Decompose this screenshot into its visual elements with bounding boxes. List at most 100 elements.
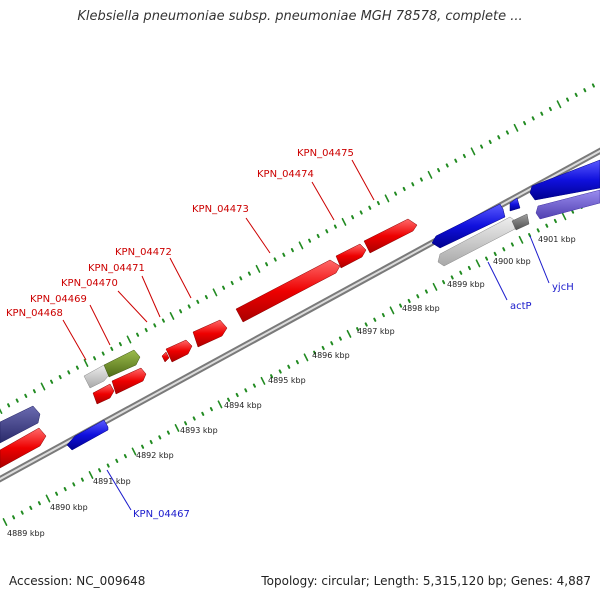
- minor-tick: [184, 421, 188, 426]
- gene-arrow-KPN_04468[interactable]: [92, 383, 115, 405]
- gene-label-KPN_04468[interactable]: KPN_04468: [6, 308, 63, 319]
- gene-label-KPN_04471[interactable]: KPN_04471: [88, 263, 145, 274]
- minor-tick: [313, 350, 317, 355]
- gene-arrow-blue-top[interactable]: [529, 159, 600, 201]
- minor-tick: [295, 360, 299, 365]
- gene-arrow-KPN_04470[interactable]: [103, 349, 141, 378]
- gene-label-KPN_04474[interactable]: KPN_04474: [257, 169, 314, 180]
- minor-tick: [201, 411, 205, 416]
- major-tick: [470, 147, 476, 156]
- major-tick: [255, 264, 261, 273]
- scale-label: 4896 kbp: [312, 351, 350, 360]
- minor-tick: [574, 92, 578, 97]
- major-tick: [561, 212, 567, 221]
- scale-label: 4890 kbp: [50, 503, 88, 512]
- minor-tick: [106, 463, 110, 468]
- gene-arrow-actP[interactable]: [431, 203, 506, 249]
- scale-label: 4898 kbp: [402, 304, 440, 313]
- minor-tick: [591, 83, 595, 88]
- major-tick: [260, 376, 266, 385]
- scale-label: 4892 kbp: [136, 451, 174, 460]
- gene-label-KPN_04473[interactable]: KPN_04473: [192, 204, 249, 215]
- minor-tick: [230, 280, 234, 286]
- minor-tick: [333, 224, 337, 229]
- gene-arrow-KPN_04471[interactable]: [161, 351, 170, 363]
- minor-tick: [502, 247, 506, 252]
- scale-label: 4901 kbp: [538, 235, 576, 244]
- minor-tick: [536, 228, 540, 233]
- minor-tick: [359, 210, 363, 215]
- connector-yjcH: [529, 235, 550, 284]
- minor-tick: [505, 130, 509, 135]
- scale-label: 4895 kbp: [268, 376, 306, 385]
- major-tick: [346, 329, 352, 338]
- minor-tick: [15, 398, 19, 403]
- gene-arrow-KPN_04469[interactable]: [111, 367, 147, 395]
- map-title: Klebsiella pneumoniae subsp. pneumoniae …: [77, 9, 523, 24]
- gene-labels: KPN_04468 KPN_04469 KPN_04470 KPN_04471 …: [6, 148, 574, 520]
- minor-tick: [187, 304, 191, 309]
- gene-label-KPN_04470[interactable]: KPN_04470: [61, 278, 118, 289]
- minor-tick: [179, 309, 183, 314]
- gene-label-KPN_04467[interactable]: KPN_04467: [133, 509, 190, 520]
- minor-tick: [376, 200, 380, 206]
- forward-strand-genes: [0, 218, 418, 469]
- minor-tick: [273, 257, 277, 262]
- minor-tick: [29, 505, 33, 510]
- minor-tick: [7, 403, 11, 408]
- gene-arrow-left-edge[interactable]: [0, 427, 47, 469]
- gene-arrow-KPN_04470-grey[interactable]: [83, 364, 110, 389]
- gene-label-KPN_04469[interactable]: KPN_04469: [30, 294, 87, 305]
- minor-tick: [402, 186, 406, 192]
- major-tick: [40, 382, 46, 391]
- major-tick: [0, 408, 3, 414]
- gene-label-KPN_04472[interactable]: KPN_04472: [115, 247, 172, 258]
- minor-tick: [485, 256, 489, 261]
- connector-KPN_04467: [106, 469, 132, 511]
- gene-label-actP[interactable]: actP: [510, 301, 532, 312]
- major-tick: [88, 471, 94, 479]
- minor-tick: [462, 153, 466, 159]
- minor-tick: [222, 285, 226, 290]
- gene-arrow-KPN_04473a[interactable]: [192, 319, 228, 348]
- gene-label-KPN_04475[interactable]: KPN_04475: [297, 148, 354, 159]
- gene-arrow-KPN_04472[interactable]: [165, 339, 193, 363]
- minor-tick: [287, 364, 291, 369]
- minor-tick: [583, 88, 587, 93]
- gene-arrow-KPN_04473[interactable]: [235, 259, 341, 323]
- gene-arrow-lavender[interactable]: [535, 189, 600, 220]
- minor-tick: [316, 233, 320, 239]
- gene-label-yjcH[interactable]: yjcH: [552, 282, 574, 293]
- minor-tick: [12, 515, 16, 520]
- major-tick: [169, 311, 175, 320]
- minor-tick: [93, 356, 97, 361]
- minor-tick: [115, 458, 119, 463]
- major-tick: [513, 123, 519, 132]
- scale-label: 4893 kbp: [180, 426, 218, 435]
- minor-tick: [235, 392, 239, 398]
- minor-tick: [523, 121, 527, 126]
- scale-label: 4894 kbp: [224, 401, 262, 410]
- gene-arrow-KPN_04474[interactable]: [335, 243, 367, 269]
- gene-arrow-actP-grey[interactable]: [437, 216, 516, 267]
- minor-tick: [161, 318, 165, 323]
- major-tick: [556, 100, 562, 109]
- minor-tick: [424, 289, 428, 294]
- minor-tick: [445, 163, 449, 168]
- minor-tick: [98, 468, 102, 473]
- minor-tick: [209, 407, 213, 412]
- connector-KPN_04471: [141, 275, 161, 318]
- gene-arrow-KPN_04475[interactable]: [363, 218, 418, 254]
- major-tick: [2, 518, 8, 526]
- gene-arrow-actP-dark[interactable]: [511, 213, 530, 231]
- minor-tick: [278, 369, 282, 374]
- minor-tick: [282, 252, 286, 257]
- gene-arrow-slate[interactable]: [0, 405, 41, 444]
- minor-tick: [437, 168, 441, 173]
- label-connectors: [62, 159, 550, 511]
- minor-tick: [325, 229, 329, 234]
- connector-KPN_04473: [245, 217, 271, 254]
- gene-arrow-yjcH[interactable]: [509, 197, 521, 212]
- minor-tick: [20, 510, 24, 515]
- gene-arrow-KPN_04467[interactable]: [66, 419, 109, 451]
